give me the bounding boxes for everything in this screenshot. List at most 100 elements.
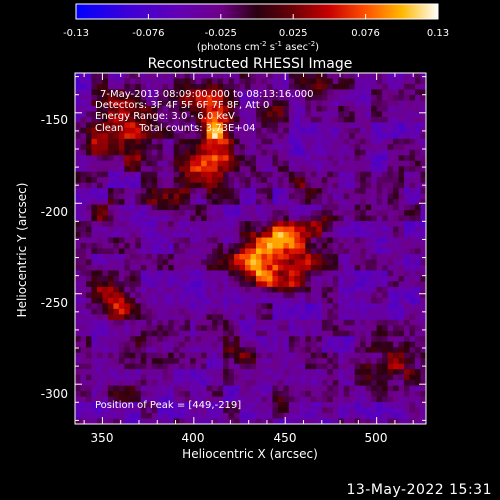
heatmap-cell xyxy=(316,221,323,228)
heatmap-cell xyxy=(376,402,383,409)
heatmap-cell xyxy=(261,347,268,354)
heatmap-cell xyxy=(283,330,290,337)
heatmap-cell xyxy=(349,83,356,91)
heatmap-cell xyxy=(305,363,312,370)
heatmap-cell xyxy=(332,253,339,261)
heatmap-cell xyxy=(272,149,279,156)
heatmap-cell xyxy=(393,204,400,211)
heatmap-cell xyxy=(393,127,400,134)
heatmap-cell xyxy=(107,177,114,184)
heatmap-cell xyxy=(299,78,306,85)
heatmap-cell xyxy=(91,391,98,398)
heatmap-cell xyxy=(107,292,114,299)
heatmap-cell xyxy=(349,292,356,299)
heatmap-cell xyxy=(288,330,295,337)
heatmap-cell xyxy=(349,369,356,376)
heatmap-cell xyxy=(398,111,405,118)
heatmap-cell xyxy=(91,105,98,112)
heatmap-cell xyxy=(129,369,136,376)
heatmap-cell xyxy=(140,391,147,398)
heatmap-cell xyxy=(118,385,125,392)
heatmap-cell xyxy=(217,297,224,304)
heatmap-cell xyxy=(140,385,147,392)
heatmap-cell xyxy=(157,253,164,261)
heatmap-cell xyxy=(409,116,416,123)
heatmap-cell xyxy=(382,363,389,370)
heatmap-cell xyxy=(228,264,235,272)
heatmap-cell xyxy=(415,193,422,200)
heatmap-cell xyxy=(310,352,317,359)
heatmap-cell xyxy=(382,264,389,272)
heatmap-cell xyxy=(343,418,350,424)
heatmap-cell xyxy=(376,182,383,189)
heatmap-cell xyxy=(102,111,109,118)
heatmap-cell xyxy=(420,281,426,288)
heatmap-cell xyxy=(80,210,87,217)
heatmap-cell xyxy=(393,78,400,85)
heatmap-cell xyxy=(316,138,323,145)
heatmap-cell xyxy=(409,127,416,134)
heatmap-cell xyxy=(409,264,416,272)
heatmap-cell xyxy=(305,73,312,80)
heatmap-cell xyxy=(173,215,180,222)
heatmap-cell xyxy=(387,275,394,282)
heatmap-cell xyxy=(294,391,301,398)
heatmap-cell xyxy=(283,89,290,96)
heatmap-cell xyxy=(404,155,411,162)
heatmap-cell xyxy=(140,111,147,118)
heatmap-cell xyxy=(255,314,263,321)
heatmap-cell xyxy=(151,286,158,293)
heatmap-cell xyxy=(190,264,197,272)
heatmap-cell xyxy=(360,275,367,282)
heatmap-cell xyxy=(124,177,131,184)
heatmap-cell xyxy=(409,413,416,420)
heatmap-cell xyxy=(91,199,98,206)
heatmap-cell xyxy=(365,413,372,420)
heatmap-cell xyxy=(299,243,306,250)
heatmap-cell xyxy=(338,122,345,129)
heatmap-cell xyxy=(190,89,197,96)
heatmap-cell xyxy=(343,83,350,91)
heatmap-cell xyxy=(179,204,186,211)
heatmap-cell xyxy=(409,138,416,145)
heatmap-cell xyxy=(129,215,136,222)
heatmap-cell xyxy=(420,171,426,178)
heatmap-cell xyxy=(85,116,93,123)
heatmap-cell xyxy=(332,177,339,184)
heatmap-cell xyxy=(305,286,312,293)
heatmap-cell xyxy=(234,204,241,211)
heatmap-cell xyxy=(135,116,142,123)
heatmap-cell xyxy=(146,308,153,315)
heatmap-cell xyxy=(393,330,400,337)
heatmap-cell xyxy=(299,281,306,288)
heatmap-cell xyxy=(113,319,120,326)
heatmap-cell xyxy=(85,385,93,392)
heatmap-cell xyxy=(321,122,328,129)
heatmap-cell xyxy=(173,248,180,255)
heatmap-cell xyxy=(135,199,142,206)
heatmap-cell xyxy=(140,204,147,211)
heatmap-cell xyxy=(212,166,219,173)
heatmap-cell xyxy=(223,402,230,409)
heatmap-cell xyxy=(365,94,372,102)
heatmap-cell xyxy=(360,237,367,244)
heatmap-cell xyxy=(217,210,224,217)
heatmap-cell xyxy=(283,385,290,392)
heatmap-cell xyxy=(261,89,268,96)
heatmap-cell xyxy=(124,253,131,261)
heatmap-cell xyxy=(332,418,339,424)
heatmap-cell xyxy=(393,133,400,140)
heatmap-cell xyxy=(113,171,120,178)
heatmap-cell xyxy=(162,253,169,261)
heatmap-cell xyxy=(184,94,191,102)
heatmap-cell xyxy=(387,270,394,277)
heatmap-cell xyxy=(217,396,224,403)
heatmap-cell xyxy=(283,253,290,261)
heatmap-cell xyxy=(184,297,191,304)
heatmap-cell xyxy=(288,391,295,398)
heatmap-cell xyxy=(173,133,180,140)
heatmap-cell xyxy=(179,314,186,321)
heatmap-cell xyxy=(288,352,295,359)
heatmap-cell xyxy=(288,303,295,310)
heatmap-cell xyxy=(228,215,235,222)
